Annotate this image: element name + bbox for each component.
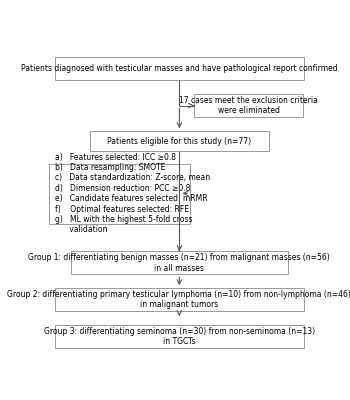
FancyBboxPatch shape xyxy=(71,251,288,274)
Text: Group 2: differentiating primary testicular lymphoma (n=10) from non-lymphoma (n: Group 2: differentiating primary testicu… xyxy=(7,290,350,310)
Text: Group 1: differentiating benign masses (n=21) from malignant masses (n=56)
in al: Group 1: differentiating benign masses (… xyxy=(28,253,330,272)
FancyBboxPatch shape xyxy=(55,288,304,311)
Text: Patients eligible for this study (n=77): Patients eligible for this study (n=77) xyxy=(107,137,251,146)
Text: 17 cases meet the exclusion criteria
were eliminated: 17 cases meet the exclusion criteria wer… xyxy=(179,96,318,116)
Text: Group 3: differentiating seminoma (n=30) from non-seminoma (n=13)
in TGCTs: Group 3: differentiating seminoma (n=30)… xyxy=(44,327,315,346)
Text: a)   Features selected: ICC ≥0.8
b)   Data resampling: SMOTE
c)   Data standardi: a) Features selected: ICC ≥0.8 b) Data r… xyxy=(55,153,210,234)
FancyBboxPatch shape xyxy=(194,94,303,117)
FancyBboxPatch shape xyxy=(55,325,304,348)
FancyBboxPatch shape xyxy=(55,57,304,80)
FancyBboxPatch shape xyxy=(90,131,269,151)
Text: Patients diagnosed with testicular masses and have pathological report confirmed: Patients diagnosed with testicular masse… xyxy=(21,64,338,73)
FancyBboxPatch shape xyxy=(49,164,190,224)
